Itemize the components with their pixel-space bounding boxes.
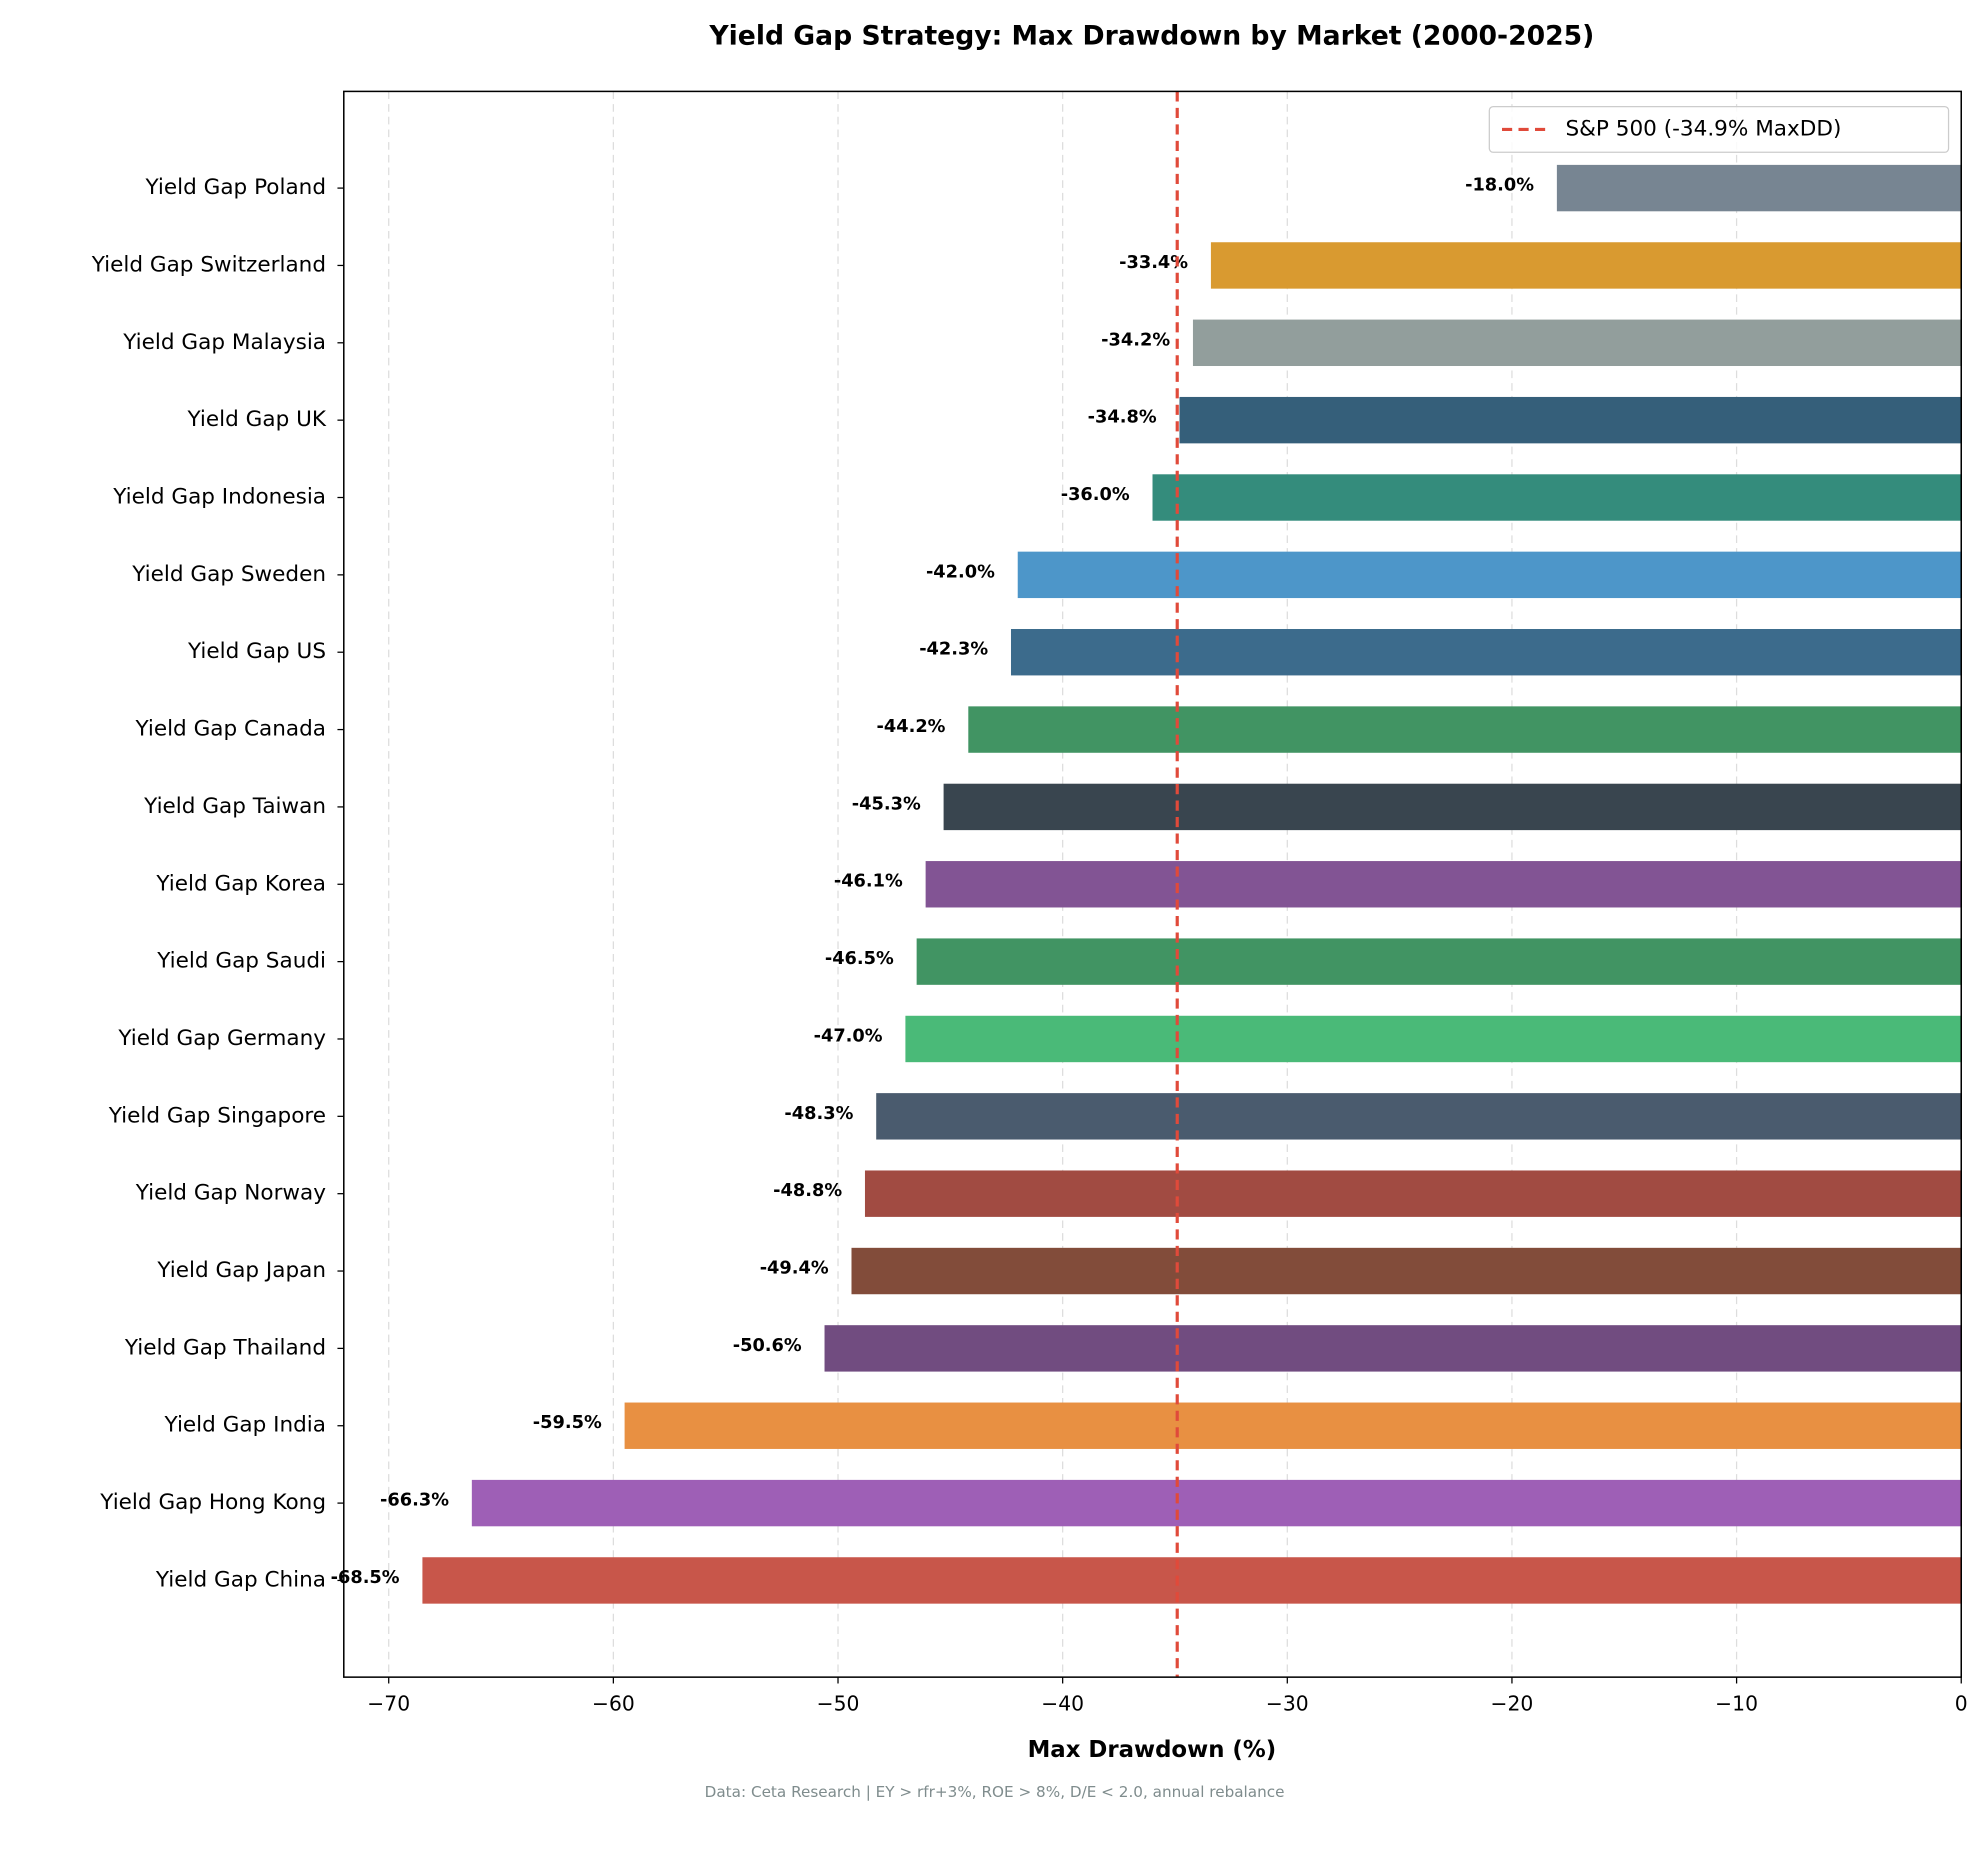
bar <box>943 783 1962 831</box>
x-tick-label: −10 <box>1715 1692 1758 1716</box>
bar <box>916 938 1962 985</box>
value-label: -42.0% <box>926 562 995 582</box>
value-label: -34.2% <box>1101 330 1170 350</box>
value-label: -66.3% <box>380 1491 449 1511</box>
value-label: -48.8% <box>773 1181 842 1201</box>
y-tick-label: Yield Gap Switzerland <box>91 252 326 277</box>
y-tick-label: Yield Gap Germany <box>117 1026 326 1051</box>
bar <box>1192 319 1962 367</box>
x-tick-label: −20 <box>1491 1692 1534 1716</box>
value-label: -50.6% <box>733 1336 802 1356</box>
y-tick-label: Yield Gap Norway <box>135 1181 327 1206</box>
value-label: -47.0% <box>814 1026 883 1046</box>
value-label: -68.5% <box>331 1568 400 1588</box>
legend-box <box>1488 105 1950 153</box>
y-tick-label: Yield Gap Indonesia <box>112 485 326 510</box>
value-label: -33.4% <box>1119 253 1188 273</box>
bar <box>624 1402 1962 1449</box>
bar <box>1010 629 1962 676</box>
bar <box>824 1325 1962 1372</box>
x-tick-label: 0 <box>1955 1692 1968 1716</box>
value-label: -45.3% <box>852 794 921 814</box>
y-tick-label: Yield Gap Singapore <box>108 1103 326 1128</box>
y-tick-label: Yield Gap Sweden <box>131 562 326 587</box>
bar <box>1556 164 1962 212</box>
y-tick-label: Yield Gap Taiwan <box>143 794 326 819</box>
bar <box>1017 551 1962 599</box>
bar <box>1210 242 1962 289</box>
bar <box>876 1093 1962 1140</box>
y-tick-label: Yield Gap Korea <box>155 871 326 896</box>
bar <box>851 1247 1962 1295</box>
bar <box>864 1170 1962 1217</box>
bar <box>968 706 1962 753</box>
y-tick-label: Yield Gap US <box>187 639 326 664</box>
value-label: -59.5% <box>533 1413 602 1433</box>
x-tick-label: −60 <box>592 1692 635 1716</box>
y-tick-label: Yield Gap Poland <box>145 175 327 200</box>
plot-frame <box>343 90 1963 1678</box>
bar <box>1152 474 1962 521</box>
y-tick-label: Yield Gap Saudi <box>156 949 326 974</box>
x-tick-label: −40 <box>1041 1692 1084 1716</box>
bar <box>422 1557 1962 1604</box>
value-label: -46.5% <box>825 949 894 969</box>
value-label: -36.0% <box>1061 485 1130 505</box>
y-tick-label: Yield Gap Malaysia <box>122 330 326 355</box>
bar <box>925 861 1962 908</box>
bar <box>905 1015 1962 1063</box>
y-tick-label: Yield Gap Canada <box>134 717 326 742</box>
footnote: Data: Ceta Research | EY > rfr+3%, ROE >… <box>705 1783 1285 1801</box>
y-tick-label: Yield Gap China <box>155 1567 326 1592</box>
bar <box>1179 396 1962 444</box>
y-tick-label: Yield Gap Hong Kong <box>99 1490 326 1515</box>
chart-title: Yield Gap Strategy: Max Drawdown by Mark… <box>708 20 1594 51</box>
y-tick-label: Yield Gap Thailand <box>124 1335 326 1360</box>
value-label: -49.4% <box>760 1258 829 1278</box>
bar <box>471 1479 1962 1527</box>
value-label: -46.1% <box>834 872 903 892</box>
x-tick-label: −50 <box>817 1692 860 1716</box>
value-label: -18.0% <box>1465 176 1534 196</box>
value-label: -44.2% <box>877 717 946 737</box>
y-tick-label: Yield Gap India <box>164 1413 326 1438</box>
x-tick-label: −70 <box>367 1692 410 1716</box>
legend-label: S&P 500 (-34.9% MaxDD) <box>1565 116 1841 141</box>
value-label: -34.8% <box>1088 408 1157 428</box>
value-label: -48.3% <box>784 1104 853 1124</box>
y-tick-label: Yield Gap UK <box>187 407 327 432</box>
x-tick-label: −30 <box>1266 1692 1309 1716</box>
value-label: -42.3% <box>919 640 988 660</box>
y-tick-label: Yield Gap Japan <box>156 1258 326 1283</box>
x-axis-label: Max Drawdown (%) <box>1028 1737 1277 1763</box>
